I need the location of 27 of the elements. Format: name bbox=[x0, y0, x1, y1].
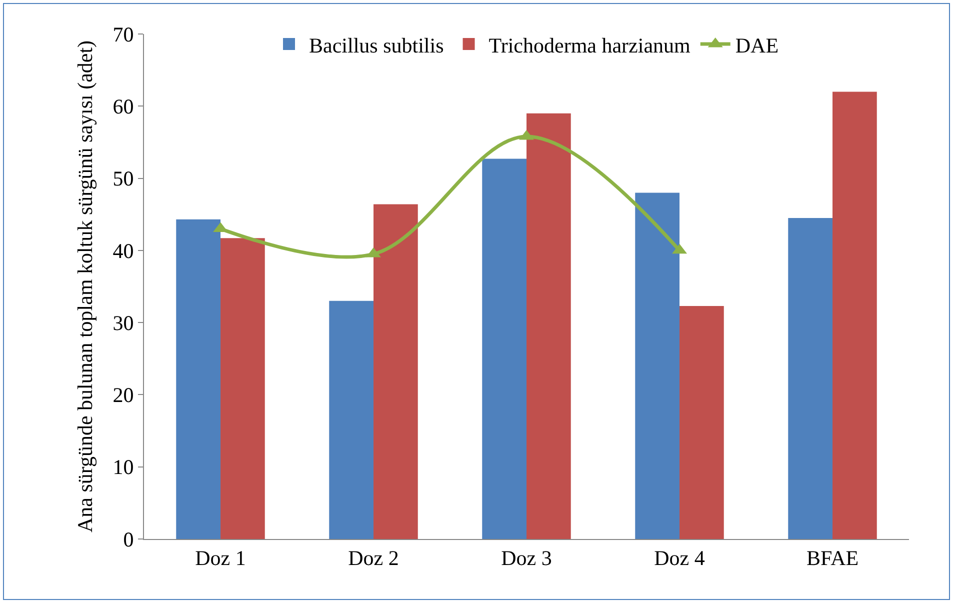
x-tick-label: Doz 4 bbox=[654, 546, 706, 570]
x-tick-label: Doz 2 bbox=[348, 546, 399, 570]
x-tick-label: BFAE bbox=[806, 546, 859, 570]
bar bbox=[635, 192, 680, 539]
y-tick-label: 30 bbox=[112, 310, 134, 335]
y-tick-label: 50 bbox=[112, 166, 134, 191]
bar bbox=[788, 218, 832, 539]
y-tick-label: 0 bbox=[123, 527, 134, 552]
x-tick-label: Doz 3 bbox=[501, 546, 552, 570]
bar bbox=[329, 300, 374, 539]
bar bbox=[220, 238, 265, 539]
bar bbox=[374, 204, 418, 539]
bar bbox=[680, 306, 724, 539]
bar bbox=[176, 219, 220, 539]
legend-label: Trichoderma harzianum bbox=[488, 33, 690, 58]
x-tick-label: Doz 1 bbox=[195, 546, 246, 570]
y-tick-label: 40 bbox=[112, 238, 134, 263]
legend-label: Bacillus subtilis bbox=[309, 33, 444, 58]
legend-label: DAE bbox=[735, 33, 779, 58]
bar bbox=[832, 92, 877, 539]
y-tick-label: 60 bbox=[112, 94, 134, 118]
y-tick-label: 20 bbox=[112, 383, 134, 408]
y-axis-title: Ana sürgünde bulunan toplam koltuk sürgünü sayısı (adet) bbox=[73, 40, 97, 533]
y-tick-label: 10 bbox=[112, 455, 134, 480]
bar bbox=[526, 113, 571, 539]
y-tick-label: 70 bbox=[112, 22, 134, 46]
bar bbox=[482, 158, 526, 539]
